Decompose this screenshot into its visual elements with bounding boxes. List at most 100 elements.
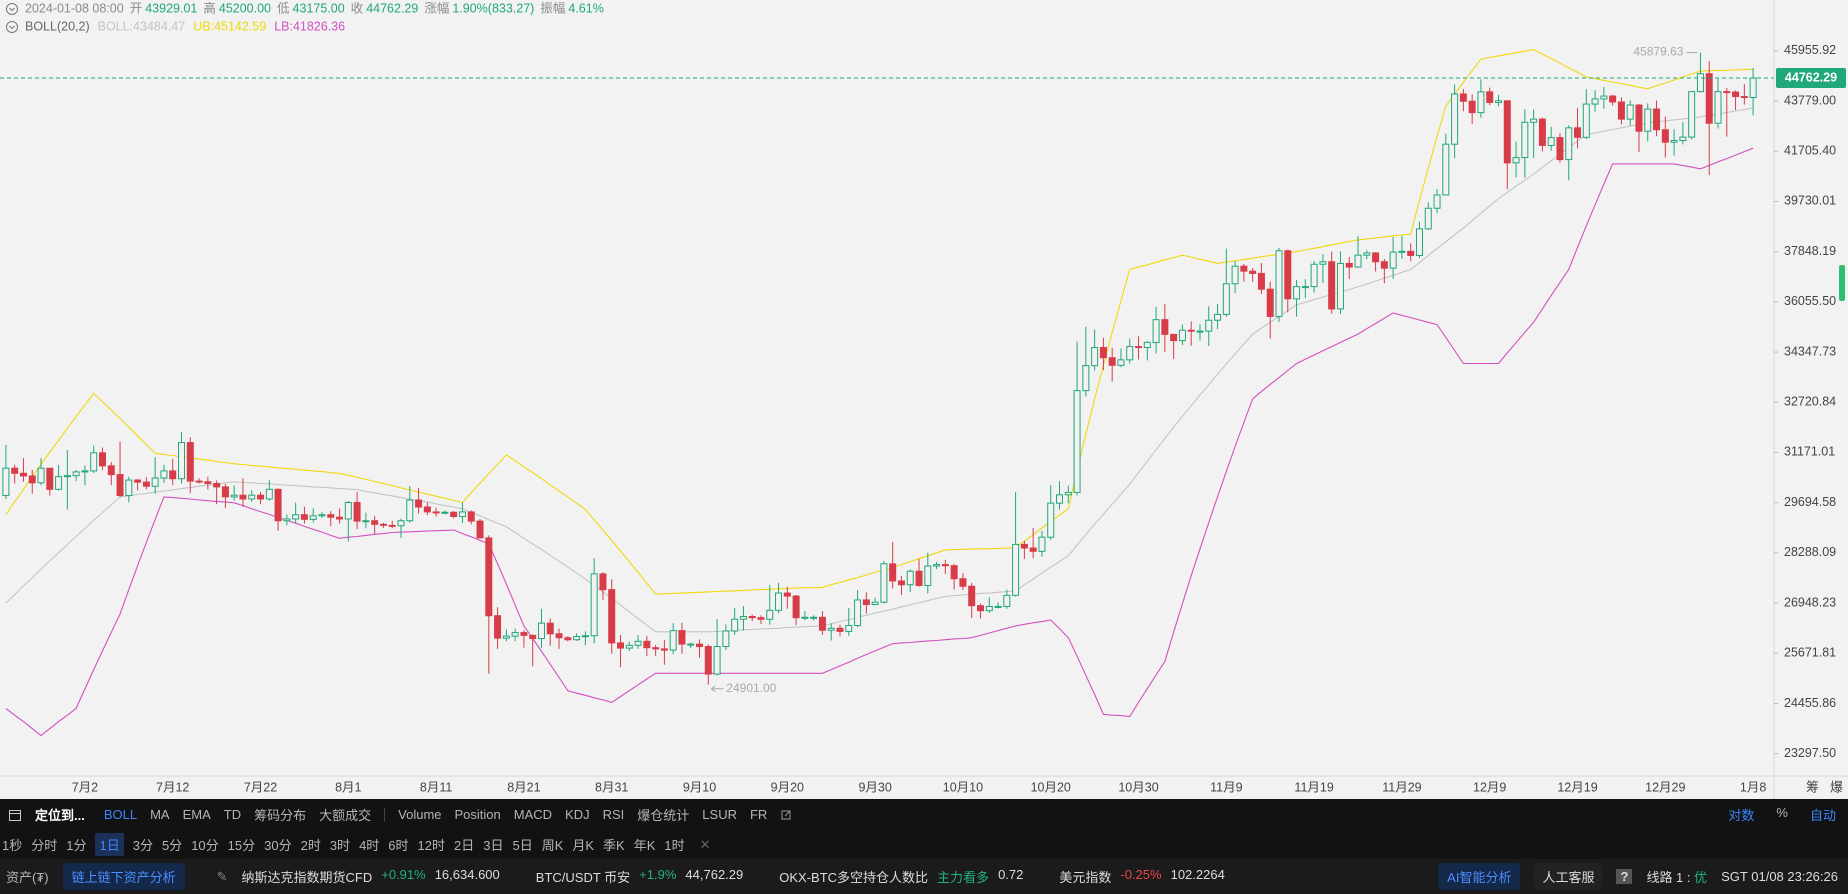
candle-body <box>1196 330 1204 333</box>
candle-body <box>458 511 466 517</box>
timeframe[interactable]: 月K <box>572 838 595 853</box>
scale-option[interactable]: % <box>1776 805 1788 820</box>
candle-body <box>1732 91 1740 98</box>
boll-line <box>5 49 1754 595</box>
indicator-tab[interactable]: 筹码分布 <box>254 808 307 823</box>
ticker[interactable]: 纳斯达克指数期货CFD +0.91% 16,634.600 <box>242 867 500 886</box>
candle-body <box>1020 543 1028 549</box>
timeframe[interactable]: 10分 <box>191 838 219 853</box>
candle-body <box>1012 543 1020 596</box>
axis-tool[interactable]: 筹 <box>1806 779 1819 794</box>
candle-body <box>406 499 414 522</box>
timeframe[interactable]: 年K <box>633 838 656 853</box>
candle-body <box>1091 346 1099 367</box>
sub-indicator-tab[interactable]: LSUR <box>702 807 737 822</box>
candle-body <box>1670 140 1678 143</box>
sub-indicator-tab[interactable]: Volume <box>398 807 442 822</box>
candle-body <box>1038 536 1046 552</box>
service-button[interactable]: 人工客服 <box>1534 863 1603 890</box>
timeframe[interactable]: 3分 <box>132 838 153 853</box>
candle-body <box>678 630 686 645</box>
scale-option[interactable]: 自动 <box>1809 808 1836 823</box>
scale-option[interactable]: 对数 <box>1728 808 1755 823</box>
timeframe[interactable]: 1时 <box>664 838 685 853</box>
sub-indicator-tab[interactable]: MACD <box>513 807 553 822</box>
candle-body <box>1240 265 1248 272</box>
candle-body <box>1407 250 1415 256</box>
collapse-icon[interactable] <box>6 3 18 15</box>
timeframe[interactable]: 15分 <box>227 838 256 853</box>
timeframe[interactable]: 4时 <box>359 838 380 853</box>
axis-tool[interactable]: 爆 <box>1830 779 1843 794</box>
asset-button[interactable]: 链上链下资产分析 <box>62 863 185 890</box>
expand-icon[interactable] <box>780 809 792 821</box>
indicator-tab[interactable]: BOLL <box>103 807 138 822</box>
sub-indicator-tab[interactable]: RSI <box>602 807 625 822</box>
x-tick-label: 8月31 <box>595 780 628 794</box>
ticker-price: 102.2264 <box>1170 867 1225 882</box>
timeframe[interactable]: 2日 <box>454 838 475 853</box>
candle-body <box>1424 207 1432 230</box>
candle-body <box>353 501 361 522</box>
candle-body <box>1565 127 1573 161</box>
candle-body <box>1266 288 1274 317</box>
candle-body <box>423 506 431 513</box>
close-icon[interactable]: ✕ <box>699 836 711 852</box>
timeframe[interactable]: 6时 <box>388 838 409 853</box>
candle-body <box>573 636 581 641</box>
indicator-tab[interactable]: 大额成交 <box>319 808 372 823</box>
ai-button[interactable]: AI智能分析 <box>1438 863 1521 890</box>
timeframe[interactable]: 1日 <box>95 833 124 856</box>
ticker[interactable]: OKX-BTC多空持仓人数比 主力看多 0.72 <box>779 867 1023 886</box>
chevron <box>9 25 15 30</box>
ticker-name: 纳斯达克指数期货CFD <box>241 870 373 885</box>
timeframe[interactable]: 周K <box>541 838 564 853</box>
timeframe[interactable]: 2时 <box>300 838 321 853</box>
ticker[interactable]: BTC/USDT 币安 +1.9% 44,762.29 <box>536 867 743 886</box>
candle-body <box>1214 313 1222 321</box>
candle-body <box>511 632 519 637</box>
candle-body <box>827 627 835 631</box>
candle-body <box>783 592 791 597</box>
candle-body <box>1512 157 1520 164</box>
timeframe[interactable]: 1分 <box>66 838 87 853</box>
candle-body <box>388 524 396 527</box>
sub-indicator-tab[interactable]: 爆仓统计 <box>637 808 690 823</box>
candle-body <box>564 637 572 641</box>
sub-indicator-tab[interactable]: Position <box>454 807 501 822</box>
candle-body <box>1503 100 1511 164</box>
y-tick-label: 32720.84 <box>1784 395 1836 409</box>
timeframe[interactable]: 3时 <box>329 838 351 853</box>
candle-body <box>775 592 783 611</box>
sub-indicator-tab[interactable]: FR <box>749 807 768 822</box>
timeframe[interactable]: 分时 <box>31 838 58 853</box>
timeframe[interactable]: 30分 <box>264 838 292 853</box>
edit-icon[interactable]: ✎ <box>216 868 228 884</box>
candle-body <box>142 481 150 487</box>
timeframe[interactable]: 5分 <box>161 838 183 853</box>
collapse-icon[interactable] <box>6 21 18 33</box>
asset-label: 资产(₮) <box>6 870 49 885</box>
timeframe[interactable]: 5日 <box>512 838 533 853</box>
sub-indicator-tab[interactable]: KDJ <box>565 807 590 822</box>
candle-body <box>590 573 598 637</box>
ticker[interactable]: 美元指数 -0.25% 102.2264 <box>1059 867 1224 886</box>
indicator-tab[interactable]: TD <box>223 807 242 822</box>
timeframe[interactable]: 季K <box>603 838 625 853</box>
calendar-icon[interactable] <box>8 808 22 822</box>
candle-body <box>1056 494 1063 504</box>
indicator-tab[interactable]: MA <box>150 807 170 822</box>
candle-body <box>1178 329 1186 342</box>
help-icon[interactable]: ? <box>1616 869 1633 884</box>
candle-body <box>441 511 449 514</box>
indicator-tab[interactable]: EMA <box>182 807 211 822</box>
candle-body <box>1459 93 1467 102</box>
timeframe[interactable]: 1秒 <box>2 838 23 853</box>
min-arrow <box>711 685 724 693</box>
timeframe[interactable]: 12时 <box>417 838 445 853</box>
timeframe[interactable]: 3日 <box>483 838 504 853</box>
locate-button[interactable]: 定位到... <box>35 808 85 823</box>
candle-body <box>502 635 510 639</box>
candle-body <box>2 467 10 497</box>
